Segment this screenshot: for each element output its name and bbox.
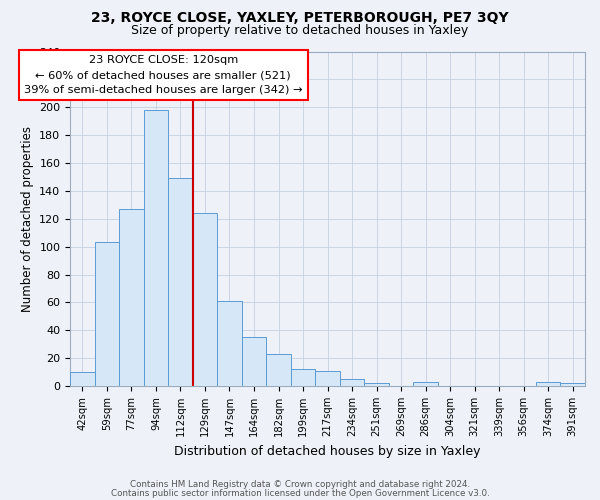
Bar — [340, 379, 364, 386]
Text: Size of property relative to detached houses in Yaxley: Size of property relative to detached ho… — [131, 24, 469, 37]
Bar — [143, 110, 168, 386]
Bar — [291, 370, 315, 386]
Bar — [217, 301, 242, 386]
Bar — [266, 354, 291, 386]
Bar — [95, 242, 119, 386]
Bar — [119, 209, 143, 386]
Text: 23 ROYCE CLOSE: 120sqm
← 60% of detached houses are smaller (521)
39% of semi-de: 23 ROYCE CLOSE: 120sqm ← 60% of detached… — [24, 56, 302, 95]
Bar — [413, 382, 438, 386]
Bar — [70, 372, 95, 386]
Bar — [364, 384, 389, 386]
Bar — [168, 178, 193, 386]
Bar — [536, 382, 560, 386]
Text: Contains HM Land Registry data © Crown copyright and database right 2024.: Contains HM Land Registry data © Crown c… — [130, 480, 470, 489]
Bar — [193, 213, 217, 386]
X-axis label: Distribution of detached houses by size in Yaxley: Distribution of detached houses by size … — [175, 444, 481, 458]
Bar — [315, 370, 340, 386]
Bar — [560, 384, 585, 386]
Text: Contains public sector information licensed under the Open Government Licence v3: Contains public sector information licen… — [110, 489, 490, 498]
Bar — [242, 338, 266, 386]
Y-axis label: Number of detached properties: Number of detached properties — [20, 126, 34, 312]
Text: 23, ROYCE CLOSE, YAXLEY, PETERBOROUGH, PE7 3QY: 23, ROYCE CLOSE, YAXLEY, PETERBOROUGH, P… — [91, 11, 509, 25]
